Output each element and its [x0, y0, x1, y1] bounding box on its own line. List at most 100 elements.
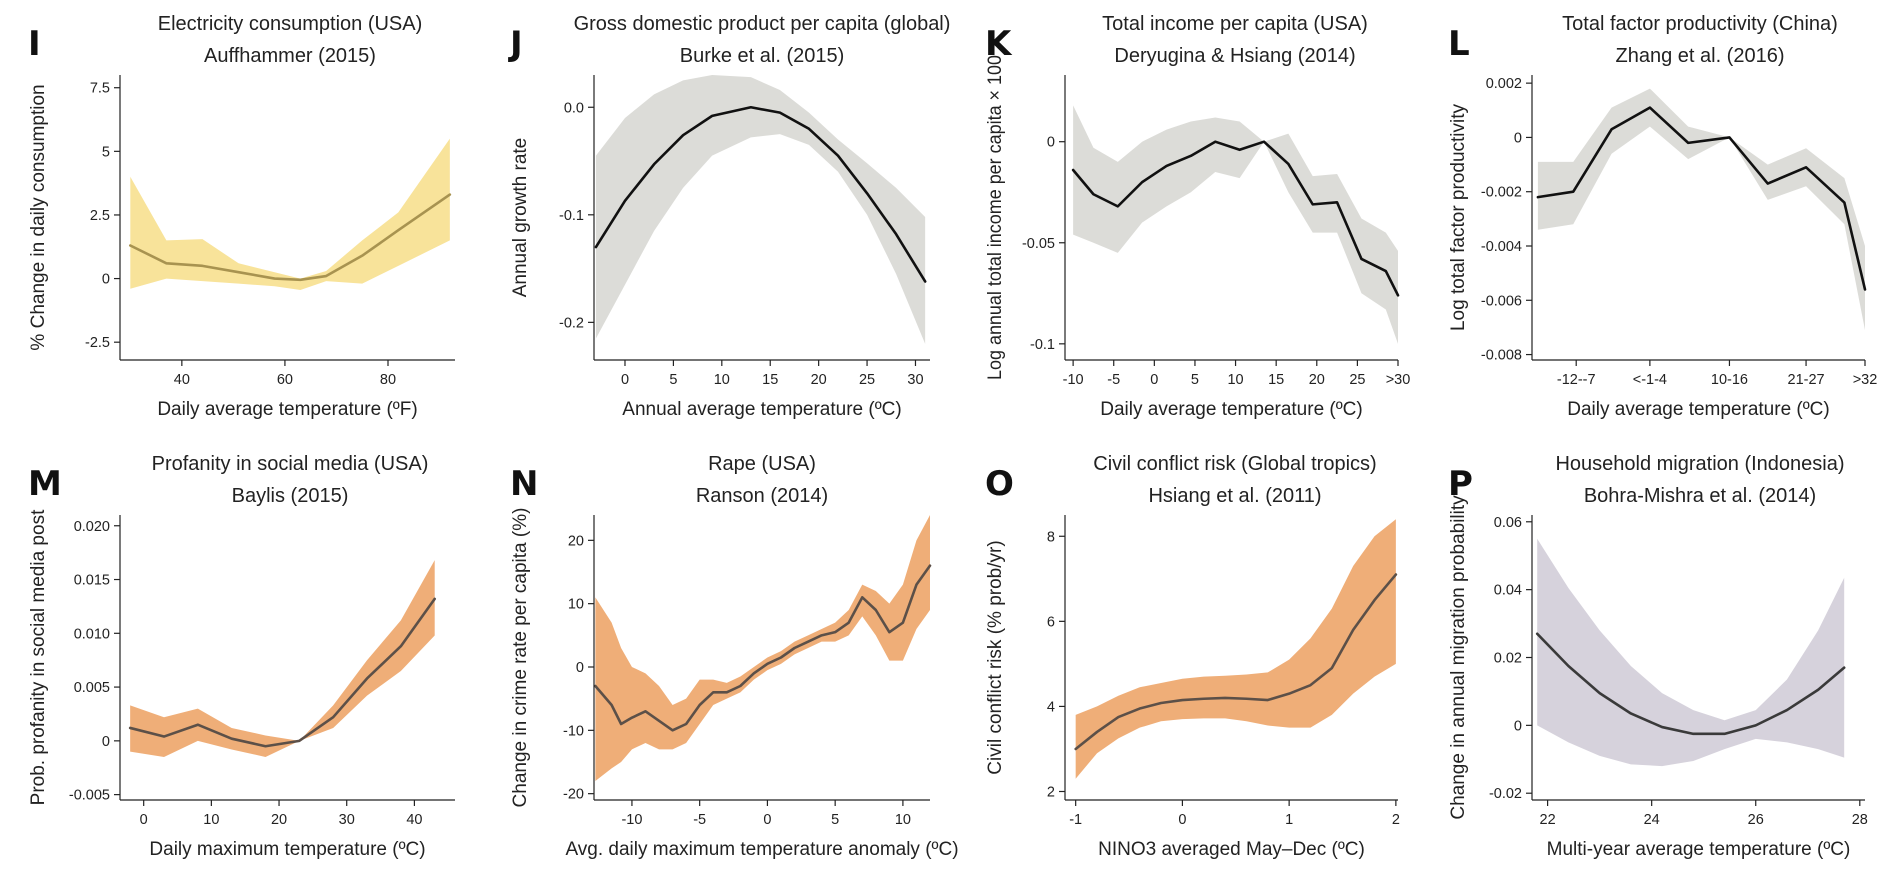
x-tick-label: 40 [406, 812, 422, 828]
y-tick-label: -0.05 [1022, 236, 1055, 252]
confidence-band [1073, 105, 1398, 344]
x-tick-label: 21-27 [1788, 372, 1825, 388]
confidence-band [130, 138, 450, 291]
y-tick-label: 10 [568, 597, 584, 613]
x-tick-label: -10 [1063, 372, 1084, 388]
response-line [594, 105, 927, 283]
x-tick-label: 20 [1309, 372, 1325, 388]
x-tick-label: 0 [140, 812, 148, 828]
x-tick-label: -5 [693, 812, 706, 828]
y-tick-label: -20 [563, 787, 584, 803]
panel-subtitle: Ranson (2014) [696, 485, 828, 507]
panel-i: I Electricity consumption (USA) Auffhammer… [28, 13, 455, 420]
confidence-band [595, 515, 930, 781]
response-line [1536, 106, 1867, 291]
x-tick-label: 25 [859, 372, 875, 388]
x-tick-label: 30 [907, 372, 923, 388]
y-axis-label: Change in annual migration probability [1448, 495, 1469, 820]
y-tick-label: 4 [1047, 699, 1055, 715]
confidence-band [1537, 88, 1865, 331]
y-tick-label: 0.002 [1486, 76, 1522, 92]
x-tick-label: 10-16 [1711, 372, 1748, 388]
y-tick-label: -0.006 [1481, 293, 1522, 309]
x-tick-label: 10 [895, 812, 911, 828]
x-axis-label: NINO3 averaged May–Dec (ºC) [1098, 839, 1365, 860]
panel-o: O Civil conflict risk (Global tropics) Hsi… [985, 453, 1400, 860]
panel-title: Rape (USA) [708, 453, 816, 475]
y-tick-label: -10 [563, 723, 584, 739]
x-axis-label: Daily average temperature (ºF) [157, 399, 417, 420]
x-tick-label: 5 [1191, 372, 1199, 388]
y-tick-label: -0.004 [1481, 239, 1522, 255]
x-tick-label: -5 [1107, 372, 1120, 388]
x-tick-label: 25 [1349, 372, 1365, 388]
panel-letter: P [1448, 464, 1473, 504]
panel-k: K Total income per capita (USA) Deryugina … [985, 13, 1410, 420]
panel-l: L Total factor productivity (China) Zhang … [1448, 13, 1877, 420]
y-tick-label: -0.002 [1481, 185, 1522, 201]
x-tick-label: >30 [1386, 372, 1411, 388]
panel-title: Total factor productivity (China) [1562, 13, 1838, 35]
x-tick-label: 24 [1644, 812, 1660, 828]
x-tick-label: 26 [1748, 812, 1764, 828]
panel-m: M Profanity in social media (USA) Baylis (… [28, 453, 455, 860]
panel-letter: J [508, 24, 523, 64]
y-tick-label: 0.015 [74, 573, 110, 589]
y-axis-label: Prob. profanity in social media post [28, 509, 49, 805]
x-tick-label: >32 [1853, 372, 1878, 388]
y-tick-label: 6 [1047, 614, 1055, 630]
x-tick-label: 30 [339, 812, 355, 828]
y-tick-label: 0.020 [74, 519, 110, 535]
confidence-band [595, 75, 926, 344]
confidence-band [1075, 519, 1396, 779]
y-axis-label: % Change in daily consumption [28, 84, 49, 350]
y-tick-label: 0 [576, 660, 584, 676]
panel-letter: L [1448, 24, 1470, 64]
y-tick-label: 2 [1047, 784, 1055, 800]
x-tick-label: 0 [763, 812, 771, 828]
x-tick-label: 15 [1268, 372, 1284, 388]
y-axis-label: Log total factor productivity [1448, 103, 1469, 331]
y-tick-label: 20 [568, 533, 584, 549]
panel-subtitle: Zhang et al. (2016) [1616, 45, 1785, 67]
panel-title: Total income per capita (USA) [1102, 13, 1368, 35]
y-tick-label: 0 [1514, 130, 1522, 146]
y-tick-label: -0.02 [1489, 786, 1522, 802]
response-line [128, 597, 436, 748]
x-tick-label: -10 [621, 812, 642, 828]
x-tick-label: -1 [1069, 812, 1082, 828]
y-tick-label: 0.02 [1494, 651, 1522, 667]
x-tick-label: <-1-4 [1633, 372, 1667, 388]
y-tick-label: 0.005 [74, 680, 110, 696]
x-tick-label: 15 [762, 372, 778, 388]
response-line [594, 564, 932, 732]
y-tick-label: -2.5 [85, 335, 110, 351]
x-tick-label: 10 [203, 812, 219, 828]
x-tick-label: 5 [669, 372, 677, 388]
x-axis-label: Multi-year average temperature (ºC) [1547, 839, 1851, 860]
y-tick-label: 8 [1047, 529, 1055, 545]
y-axis-label: Annual growth rate [510, 138, 531, 298]
x-tick-label: 60 [277, 372, 293, 388]
panel-subtitle: Bohra-Mishra et al. (2014) [1584, 485, 1816, 507]
panel-n: N Rape (USA) Ranson (2014) -10 -5 0 5 10 -20 -10 0… [510, 453, 959, 860]
x-tick-label: 2 [1392, 812, 1400, 828]
y-tick-label: 0 [1047, 135, 1055, 151]
y-tick-label: -0.1 [559, 208, 584, 224]
x-tick-label: 28 [1852, 812, 1868, 828]
panel-title: Household migration (Indonesia) [1555, 453, 1844, 475]
panel-subtitle: Baylis (2015) [232, 485, 349, 507]
x-tick-label: 20 [271, 812, 287, 828]
panel-subtitle: Burke et al. (2015) [680, 45, 845, 67]
y-tick-label: 5 [102, 144, 110, 160]
y-tick-label: -0.005 [69, 788, 110, 804]
panel-title: Gross domestic product per capita (globa… [574, 13, 951, 35]
y-tick-label: 0.010 [74, 626, 110, 642]
x-tick-label: 20 [811, 372, 827, 388]
x-tick-label: 22 [1540, 812, 1556, 828]
y-axis-label: Log annual total income per capita × 100 [985, 55, 1006, 380]
y-axis-label: Change in crime rate per capita (%) [510, 508, 531, 808]
panel-p: P Household migration (Indonesia) Bohra-Mi… [1448, 453, 1868, 860]
y-axis-label: Civil conflict risk (% prob/yr) [985, 540, 1006, 774]
